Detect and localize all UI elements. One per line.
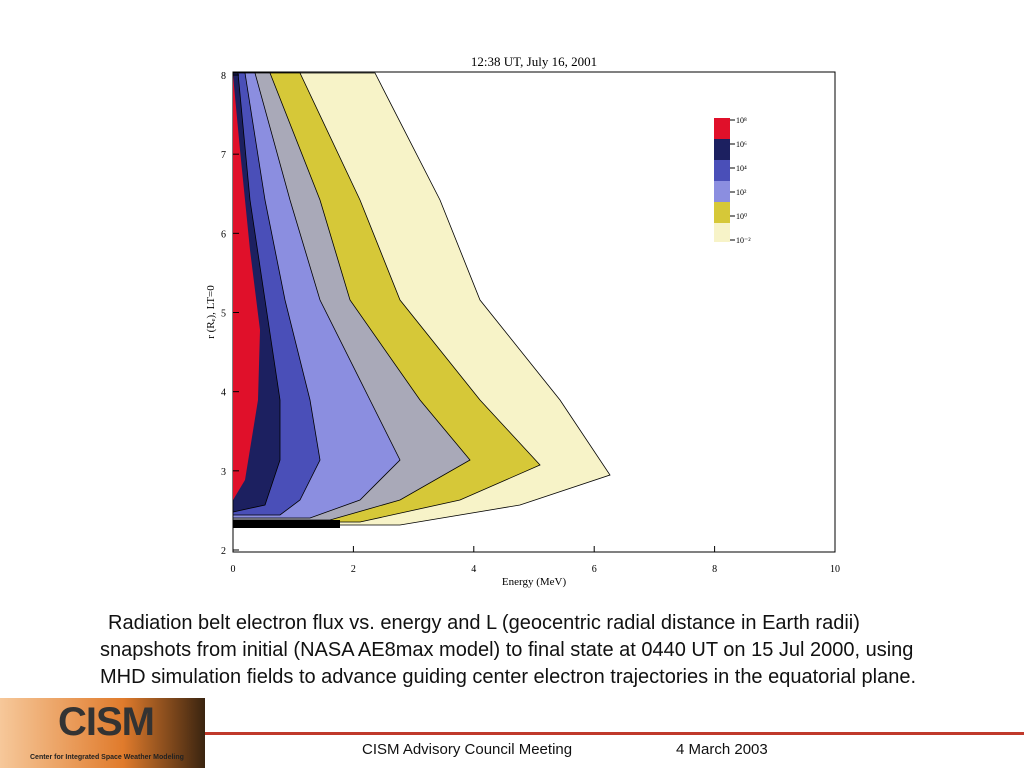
- band-red: [233, 75, 260, 500]
- colorbar-swatch: [714, 160, 730, 181]
- caption: Radiation belt electron flux vs. energy …: [100, 612, 917, 688]
- x-tick-label: 8: [712, 564, 717, 575]
- footer-meeting: CISM Advisory Council Meeting: [362, 741, 573, 758]
- colorbar-swatch: [714, 223, 730, 242]
- y-label: r (Rₑ), LT=0: [205, 285, 217, 339]
- x-tick-label: 10: [830, 564, 840, 575]
- footer-line: [205, 732, 1024, 735]
- colorbar-swatch: [714, 181, 730, 202]
- black-band: [233, 520, 340, 528]
- y-tick-label: 4: [221, 388, 226, 399]
- x-label: Energy (MeV): [502, 576, 567, 588]
- colorbar-label: 10⁸: [736, 116, 747, 125]
- y-tick-label: 2: [221, 546, 226, 557]
- figure: 12:38 UT, July 16, 2001 Energy (MeV) r (…: [205, 54, 840, 588]
- x-tick-label: 0: [231, 564, 236, 575]
- y-tick-label: 5: [221, 309, 226, 320]
- colorbar-label: 10⁰: [736, 212, 747, 221]
- logo: CISM Center for Integrated Space Weather…: [0, 698, 205, 768]
- colorbar-swatch: [714, 139, 730, 160]
- y-tick-label: 6: [221, 229, 226, 240]
- colorbar-label: 10⁻²: [736, 236, 751, 245]
- logo-name: CISM: [58, 700, 155, 744]
- colorbar-swatch: [714, 118, 730, 139]
- y-tick-label: 7: [221, 150, 226, 161]
- y-tick-label: 3: [221, 467, 226, 478]
- colorbar-label: 10²: [736, 188, 747, 197]
- colorbar-label: 10⁶: [736, 140, 747, 149]
- colorbar-label: 10⁴: [736, 164, 747, 173]
- x-tick-label: 6: [592, 564, 597, 575]
- footer-date: 4 March 2003: [676, 741, 768, 758]
- colorbar: [714, 118, 730, 242]
- colorbar-swatch: [714, 202, 730, 223]
- y-tick-label: 8: [221, 71, 226, 82]
- x-tick-label: 2: [351, 564, 356, 575]
- plot-title: 12:38 UT, July 16, 2001: [471, 54, 597, 69]
- logo-subtitle: Center for Integrated Space Weather Mode…: [30, 754, 184, 761]
- x-tick-label: 4: [471, 564, 476, 575]
